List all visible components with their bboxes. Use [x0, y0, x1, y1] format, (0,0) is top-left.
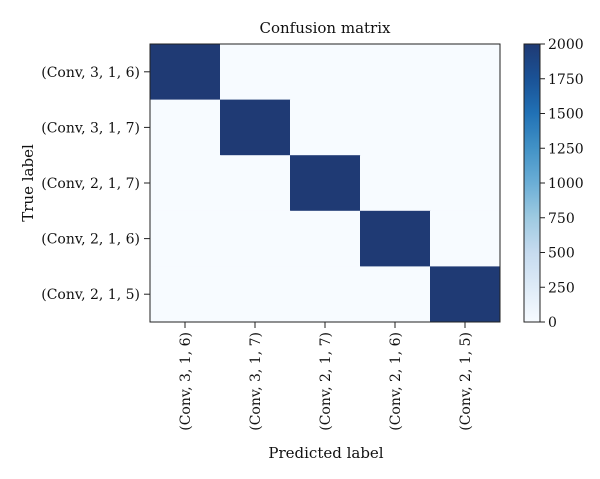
chart-title: Confusion matrix [260, 19, 391, 37]
heatmap-cell [360, 155, 431, 212]
y-tick-label: (Conv, 2, 1, 5) [41, 287, 140, 303]
heatmap-cell [430, 99, 501, 156]
heatmap-cell [430, 210, 501, 267]
y-axis: (Conv, 3, 1, 6) (Conv, 3, 1, 7) (Conv, 2, … [41, 65, 150, 303]
colorbar-tick-label: 2000 [548, 37, 584, 53]
x-tick-label: (Conv, 2, 1, 6) [388, 332, 404, 431]
heatmap-cell [150, 210, 221, 267]
heatmap-cell [220, 266, 291, 323]
y-tick-label: (Conv, 2, 1, 6) [41, 232, 140, 248]
x-tick-label: (Conv, 2, 1, 5) [458, 332, 474, 431]
y-axis-label: True label [19, 144, 37, 222]
colorbar-tick-label: 500 [548, 246, 575, 262]
heatmap-cell [290, 44, 361, 101]
x-tick-label: (Conv, 2, 1, 7) [318, 332, 334, 431]
heatmap-cell [360, 44, 431, 101]
heatmap-cell [150, 155, 221, 212]
x-tick-label: (Conv, 3, 1, 7) [248, 332, 264, 431]
heatmap-cell [290, 210, 361, 267]
heatmap-cell [220, 44, 291, 101]
colorbar-tick-label: 1000 [548, 176, 584, 192]
colorbar-gradient [523, 43, 541, 323]
colorbar-tick-label: 250 [548, 280, 575, 296]
heatmap-cell [220, 155, 291, 212]
heatmap-cell [150, 266, 221, 323]
colorbar-tick-label: 1500 [548, 107, 584, 123]
colorbar: 0 250 500 750 1000 1250 1500 1750 2000 [523, 37, 584, 331]
heatmap-cell [220, 99, 291, 156]
colorbar-tick-label: 0 [548, 315, 557, 331]
x-axis: (Conv, 3, 1, 6) (Conv, 3, 1, 7) (Conv, 2, … [178, 322, 474, 431]
heatmap-cell [360, 99, 431, 156]
heatmap-cell [290, 266, 361, 323]
heatmap-cell [360, 266, 431, 323]
colorbar-tick-label: 1750 [548, 72, 584, 88]
y-tick-label: (Conv, 3, 1, 6) [41, 65, 140, 81]
heatmap-cells [150, 44, 501, 323]
heatmap-cell [430, 44, 501, 101]
colorbar-tick-label: 1250 [548, 141, 584, 157]
heatmap-cell [150, 99, 221, 156]
heatmap-cell [290, 99, 361, 156]
x-tick-label: (Conv, 3, 1, 6) [178, 332, 194, 431]
x-axis-label: Predicted label [268, 444, 383, 462]
colorbar-tick-label: 750 [548, 211, 575, 227]
y-tick-label: (Conv, 3, 1, 7) [41, 120, 140, 136]
y-tick-label: (Conv, 2, 1, 7) [41, 176, 140, 192]
heatmap-cell [430, 155, 501, 212]
heatmap-cell [360, 210, 431, 267]
colorbar-ticks: 0 250 500 750 1000 1250 1500 1750 2000 [540, 37, 584, 331]
heatmap-cell [290, 155, 361, 212]
heatmap-cell [430, 266, 501, 323]
heatmap-cell [220, 210, 291, 267]
heatmap-cell [150, 44, 221, 101]
